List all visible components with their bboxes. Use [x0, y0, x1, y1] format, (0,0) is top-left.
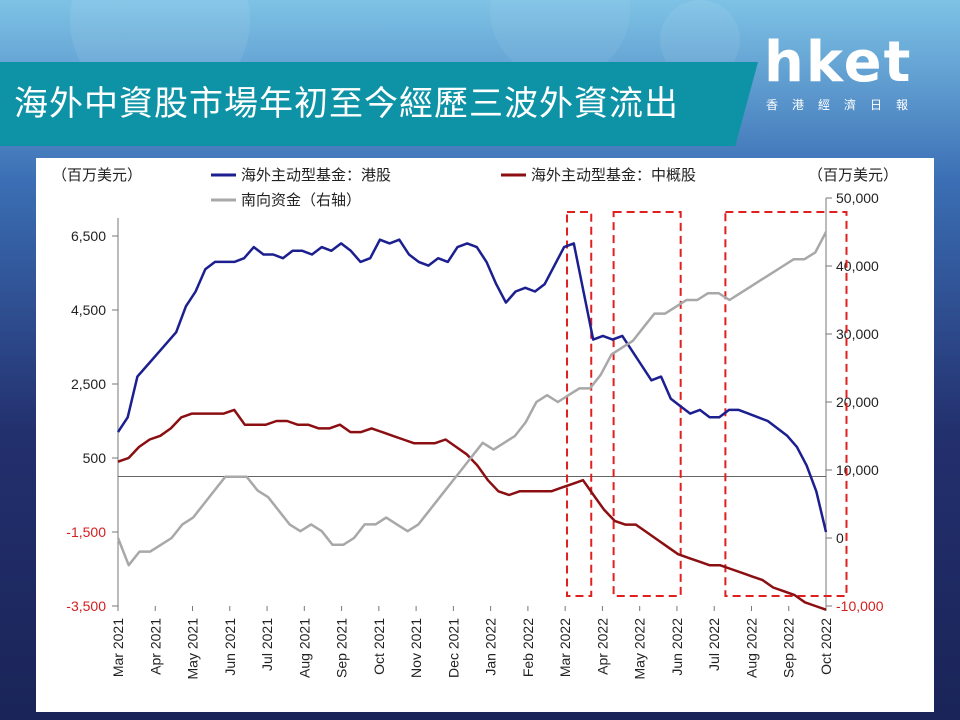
x-tick-label: Jun 2022: [669, 618, 685, 676]
x-tick-label: Jun 2021: [222, 618, 238, 676]
x-tick-label: Feb 2022: [520, 618, 536, 677]
x-tick-label: Dec 2021: [445, 618, 461, 678]
legend-label: 南向资金（右轴）: [241, 191, 361, 209]
series-line-3: [116, 231, 828, 567]
x-tick-label: Sep 2021: [334, 618, 350, 678]
right-unit-label: （百万美元）: [808, 166, 898, 184]
highlight-box: [612, 211, 682, 597]
x-tick-label: Apr 2022: [594, 618, 610, 675]
right-tick-label: -10,000: [836, 598, 884, 614]
x-tick-label: Apr 2021: [147, 618, 163, 675]
x-tick-label: Jul 2022: [706, 618, 722, 671]
x-tick-label: Aug 2021: [296, 618, 312, 678]
page-title: 海外中資股市場年初至今經歷三波外資流出: [14, 84, 679, 124]
logo-wordmark: hket: [764, 30, 913, 95]
hket-logo: hket 香港經濟日報: [760, 30, 950, 116]
highlight-box: [724, 211, 848, 597]
left-unit-label: （百万美元）: [52, 166, 142, 184]
right-tick-label: 50,000: [836, 190, 879, 206]
x-tick-label: May 2021: [185, 618, 201, 680]
right-tick-label: 40,000: [836, 258, 879, 274]
left-tick-label: -1,500: [66, 524, 106, 540]
chart-panel: 6,500 4,500 2,500 500 -1,500 -3,500 50,000 40,0…: [36, 158, 934, 712]
x-tick-label: Sep 2022: [781, 618, 797, 678]
left-tick-label: -3,500: [66, 598, 106, 614]
x-tick-label: Jul 2021: [259, 618, 275, 671]
left-tick-label: 4,500: [71, 302, 106, 318]
x-tick-label: Jan 2022: [483, 618, 499, 676]
logo-subtitle: 香港經濟日報: [766, 98, 923, 112]
left-tick-label: 6,500: [71, 228, 106, 244]
x-tick-label: Oct 2021: [371, 618, 387, 675]
series-line-1: [116, 238, 828, 533]
legend-label: 海外主动型基金：港股: [241, 166, 391, 184]
right-tick-label: 20,000: [836, 394, 879, 410]
right-tick-label: 10,000: [836, 462, 879, 478]
highlight-box: [566, 211, 593, 597]
left-tick-label: 2,500: [71, 376, 106, 392]
right-tick-label: 0: [836, 530, 844, 546]
x-tick-label: Nov 2021: [408, 618, 424, 678]
x-tick-label: May 2022: [632, 618, 648, 680]
x-tick-label: Oct 2022: [818, 618, 834, 675]
line-chart: 6,500 4,500 2,500 500 -1,500 -3,500 50,000 40,0…: [52, 166, 898, 680]
x-tick-label: Aug 2022: [743, 618, 759, 678]
left-tick-label: 500: [83, 450, 107, 466]
series-line-2: [117, 408, 827, 611]
legend-label: 海外主动型基金：中概股: [531, 166, 696, 184]
x-tick-label: Mar 2022: [557, 618, 573, 677]
right-tick-label: 30,000: [836, 326, 879, 342]
x-tick-label: Mar 2021: [110, 618, 126, 677]
title-banner: 海外中資股市場年初至今經歷三波外資流出: [0, 62, 758, 146]
